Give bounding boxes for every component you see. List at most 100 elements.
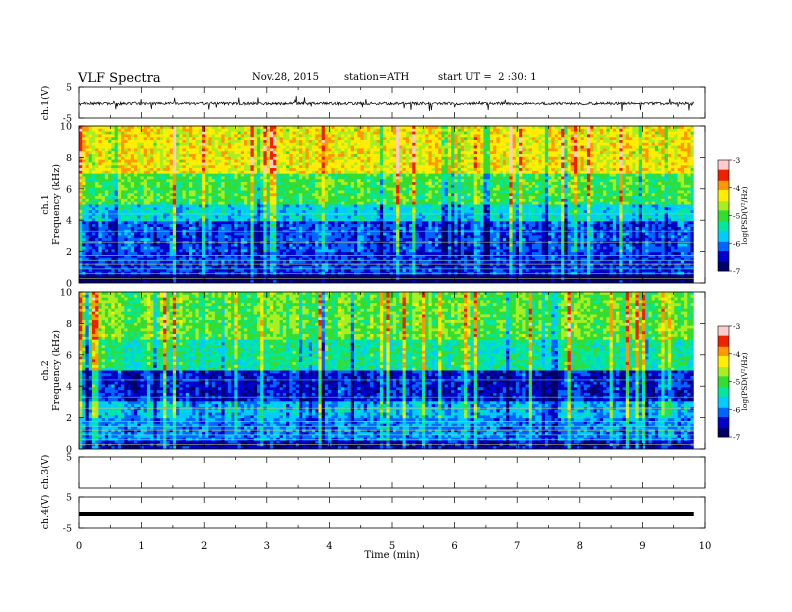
spectrogram-cell bbox=[328, 193, 332, 197]
spectrogram-cell bbox=[612, 154, 617, 158]
spectrogram-cell bbox=[221, 154, 225, 158]
spectrogram-cell bbox=[567, 168, 572, 172]
spectrogram-cell bbox=[295, 134, 300, 138]
spectrogram-cell bbox=[253, 179, 258, 183]
spectrogram-cell bbox=[350, 196, 355, 200]
spectrogram-cell bbox=[596, 190, 601, 194]
spectrogram-cell bbox=[237, 151, 242, 155]
spectrogram-cell bbox=[680, 168, 685, 172]
spectrogram-cell bbox=[263, 179, 268, 183]
spectrogram-cell bbox=[522, 170, 526, 175]
spectrogram-cell bbox=[434, 126, 439, 130]
spectrogram-cell bbox=[370, 173, 374, 177]
spectrogram-cell bbox=[124, 170, 128, 175]
figure-title: VLF Spectra bbox=[78, 71, 161, 86]
spectrogram-cell bbox=[82, 142, 86, 146]
spectrogram-cell bbox=[515, 151, 520, 155]
spectrogram-cell bbox=[101, 168, 106, 172]
spectrogram-cell bbox=[684, 128, 688, 132]
spectrogram-cell bbox=[98, 162, 102, 166]
spectrogram-cell bbox=[163, 126, 167, 130]
spectrogram-cell bbox=[266, 137, 271, 141]
spectrogram-cell bbox=[389, 190, 394, 194]
spectrogram-cell bbox=[244, 162, 248, 166]
spectrogram-cell bbox=[205, 198, 209, 203]
spectrogram-cell bbox=[237, 165, 242, 169]
spectrogram-cell bbox=[399, 156, 403, 160]
spectrogram-cell bbox=[405, 190, 410, 194]
spectrogram-cell bbox=[609, 173, 614, 177]
spectrogram-cell bbox=[140, 137, 145, 141]
spectrogram-cell bbox=[260, 182, 264, 186]
spectrogram-cell bbox=[522, 182, 526, 186]
spectrogram-cell bbox=[415, 176, 420, 180]
spectrogram-cell bbox=[373, 190, 378, 194]
spectrogram-cell bbox=[515, 176, 520, 180]
spectrogram-cell bbox=[506, 156, 510, 160]
spectrogram-cell bbox=[541, 137, 546, 141]
spectrogram-cell bbox=[622, 196, 627, 200]
spectrogram-cell bbox=[208, 187, 213, 191]
spectrogram-cell bbox=[82, 140, 86, 144]
spectrogram-cell bbox=[515, 190, 520, 194]
spectrogram-cell bbox=[172, 131, 177, 135]
spectrogram-cell bbox=[386, 184, 390, 189]
spectrogram-cell bbox=[489, 131, 494, 135]
spectrogram-cell bbox=[85, 148, 90, 152]
spectrogram-cell bbox=[554, 162, 559, 166]
spectrogram-cell bbox=[457, 142, 462, 146]
spectrogram-cell bbox=[425, 159, 429, 163]
spectrogram-cell bbox=[625, 154, 630, 158]
spectrogram-cell bbox=[331, 137, 335, 141]
spectrogram-cell bbox=[541, 179, 546, 183]
spectrogram-cell bbox=[541, 176, 546, 180]
spectrogram-cell bbox=[150, 145, 154, 149]
spectrogram-cell bbox=[632, 148, 636, 152]
spectrogram-cell bbox=[256, 151, 261, 155]
spectrogram-cell bbox=[632, 140, 636, 144]
spectrogram-cell bbox=[593, 134, 598, 138]
spectrogram-cell bbox=[383, 148, 387, 152]
spectrogram-cell bbox=[121, 128, 125, 132]
spectrogram-cell bbox=[409, 140, 413, 144]
spectrogram-cell bbox=[159, 154, 164, 158]
spectrogram-cell bbox=[561, 128, 565, 132]
spectrogram-cell bbox=[402, 190, 407, 194]
spectrogram-cell bbox=[111, 198, 115, 203]
spectrogram-cell bbox=[619, 126, 623, 130]
spectrogram-cell bbox=[98, 170, 102, 175]
spectrogram-cell bbox=[609, 156, 614, 160]
spectrogram-cell bbox=[438, 159, 442, 163]
spectrogram-cell bbox=[201, 184, 206, 189]
spectrogram-cell bbox=[454, 184, 458, 189]
spectrogram-cell bbox=[159, 193, 164, 197]
spectrogram-cell bbox=[279, 168, 284, 172]
spectrogram-cell bbox=[224, 190, 229, 194]
spectrogram-cell bbox=[541, 187, 546, 191]
spectrogram-cell bbox=[629, 142, 633, 146]
spectrogram-cell bbox=[522, 190, 526, 194]
spectrogram-cell bbox=[169, 190, 174, 194]
spectrogram-cell bbox=[486, 131, 491, 135]
spectrogram-cell bbox=[292, 179, 297, 183]
spectrogram-cell bbox=[464, 193, 468, 197]
spectrogram-cell bbox=[616, 187, 620, 191]
spectrogram-cell bbox=[224, 182, 229, 186]
spectrogram-cell bbox=[85, 131, 90, 135]
spectrogram-cell bbox=[156, 142, 161, 146]
spectrogram-cell bbox=[648, 148, 653, 152]
spectrogram-cell bbox=[383, 128, 387, 132]
spectrogram-cell bbox=[91, 162, 96, 166]
spectrogram-cell bbox=[593, 190, 598, 194]
spectrogram-cell bbox=[496, 179, 500, 183]
spectrogram-cell bbox=[577, 187, 581, 191]
spectrogram-cell bbox=[535, 170, 539, 175]
spectrogram-cell bbox=[629, 154, 633, 158]
spectrogram-cell bbox=[405, 196, 410, 200]
spectrogram-cell bbox=[460, 187, 465, 191]
spectrogram-cell bbox=[506, 131, 510, 135]
spectrogram-cell bbox=[295, 193, 300, 197]
spectrogram-cell bbox=[82, 134, 86, 138]
spectrogram-cell bbox=[166, 162, 170, 166]
